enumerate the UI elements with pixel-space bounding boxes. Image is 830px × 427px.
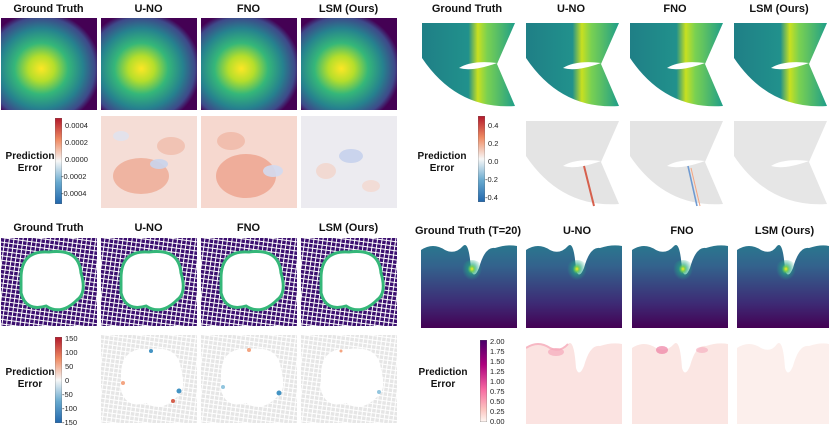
elasticity-lsm-image — [301, 238, 397, 326]
colorbar-tick: 1.00 — [490, 377, 505, 386]
row-label-prediction-error: Prediction Error — [5, 151, 55, 174]
colorbar-tick: 50 — [65, 362, 74, 371]
row-label-prediction-error: Prediction Error — [5, 367, 55, 390]
header-uno: U-NO — [134, 222, 163, 234]
plasticity-fno-image — [632, 240, 728, 328]
plasticity-uno-error — [526, 338, 622, 424]
darcy-ground-truth-image — [1, 18, 97, 110]
header-ground-truth: Ground Truth — [13, 222, 84, 234]
airfoil-uno-image — [521, 18, 621, 110]
header-fno: FNO — [670, 225, 694, 237]
colorbar-tick: 1.50 — [490, 357, 505, 366]
colorbar-tick: -150 — [62, 418, 78, 427]
colorbar-tick: -0.0002 — [61, 172, 87, 181]
plasticity-ground-truth-image — [421, 240, 517, 328]
colorbar-tick: 1.25 — [490, 367, 505, 376]
header-fno: FNO — [236, 222, 261, 234]
header-uno: U-NO — [556, 3, 586, 15]
row-label-prediction-error: Prediction Error — [418, 367, 468, 390]
plasticity-fno-error — [632, 338, 728, 424]
header-lsm: LSM (Ours) — [754, 225, 815, 237]
elasticity-uno-image — [101, 238, 197, 326]
elasticity-error-colorbar — [55, 337, 62, 423]
colorbar-tick: 0.50 — [490, 397, 505, 406]
header-ground-truth: Ground Truth — [13, 3, 84, 15]
airfoil-uno-error — [521, 116, 621, 208]
colorbar-tick: 0.0 — [488, 157, 499, 166]
darcy-fno-image — [201, 18, 297, 110]
elasticity-fno-error — [201, 335, 297, 423]
colorbar-tick: -50 — [62, 390, 73, 399]
airfoil-fno-image — [625, 18, 725, 110]
header-ground-truth: Ground Truth — [431, 3, 503, 15]
header-uno: U-NO — [562, 225, 592, 237]
elasticity-ground-truth-image — [1, 238, 97, 326]
plasticity-lsm-error — [737, 338, 829, 424]
colorbar-tick: 0.75 — [490, 387, 505, 396]
header-fno: FNO — [236, 3, 261, 15]
colorbar-tick: 150 — [65, 334, 78, 343]
darcy-lsm-image — [301, 18, 397, 110]
colorbar-tick: 1.75 — [490, 347, 505, 356]
plasticity-lsm-image — [737, 240, 829, 328]
darcy-error-colorbar — [55, 118, 62, 204]
airfoil-error-colorbar — [478, 116, 485, 202]
row-label-prediction-error: Prediction Error — [417, 151, 467, 174]
darcy-lsm-error — [301, 116, 397, 208]
darcy-fno-error — [201, 116, 297, 208]
colorbar-tick: 100 — [65, 348, 78, 357]
colorbar-tick: -0.2 — [485, 175, 498, 184]
header-lsm: LSM (Ours) — [318, 3, 379, 15]
airfoil-lsm-error — [729, 116, 829, 208]
header-ground-truth: Ground Truth (T=20) — [414, 225, 522, 237]
colorbar-tick: 2.00 — [490, 337, 505, 346]
colorbar-tick: 0.4 — [488, 121, 499, 130]
colorbar-tick: -0.0004 — [61, 189, 87, 198]
colorbar-tick: 0 — [65, 376, 70, 385]
header-lsm: LSM (Ours) — [749, 3, 809, 15]
colorbar-tick: -0.4 — [485, 193, 498, 202]
elasticity-fno-image — [201, 238, 297, 326]
colorbar-tick: 0.00 — [490, 417, 505, 426]
colorbar-tick: 0.0000 — [65, 155, 88, 164]
darcy-uno-image — [101, 18, 197, 110]
elasticity-uno-error — [101, 335, 197, 423]
airfoil-lsm-image — [729, 18, 829, 110]
plasticity-error-colorbar — [480, 340, 487, 422]
header-uno: U-NO — [134, 3, 163, 15]
airfoil-fno-error — [625, 116, 725, 208]
darcy-uno-error — [101, 116, 197, 208]
airfoil-ground-truth-image — [417, 18, 517, 110]
colorbar-tick: 0.2 — [488, 139, 499, 148]
colorbar-tick: 0.0004 — [65, 121, 88, 130]
header-lsm: LSM (Ours) — [318, 222, 379, 234]
colorbar-tick: 0.0002 — [65, 138, 88, 147]
plasticity-uno-image — [526, 240, 622, 328]
elasticity-lsm-error — [301, 335, 397, 423]
header-fno: FNO — [663, 3, 687, 15]
colorbar-tick: -100 — [62, 404, 78, 413]
colorbar-tick: 0.25 — [490, 407, 505, 416]
